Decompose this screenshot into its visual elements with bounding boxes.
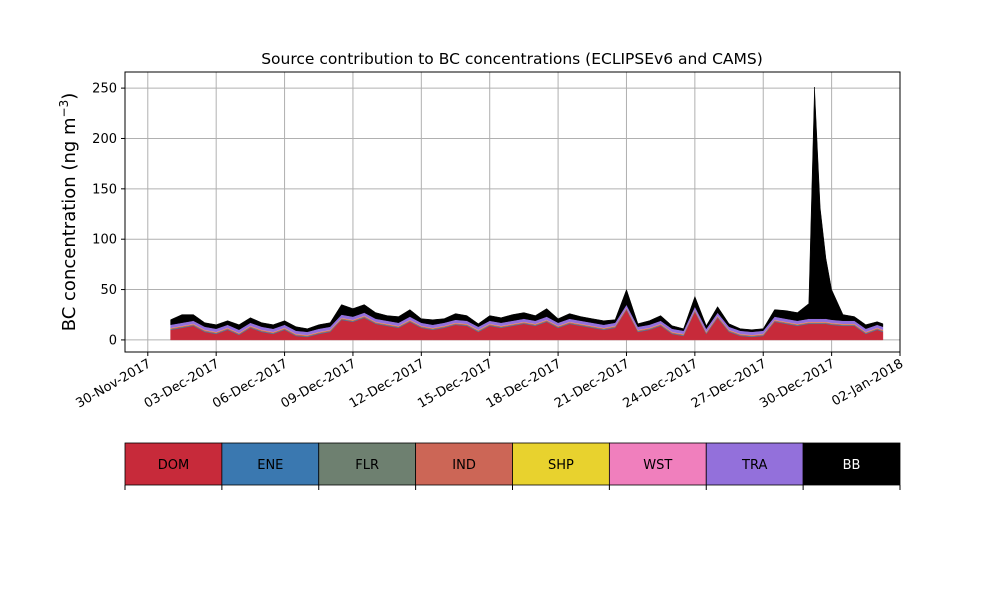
legend-label-wst: WST <box>643 458 672 473</box>
x-tick-label: 09-Dec-2017 <box>279 356 359 411</box>
legend-swatch-tra <box>705 442 804 486</box>
y-axis-ticks: 0 50 100 150 200 250 <box>92 82 125 348</box>
y-tick-label: 250 <box>92 82 117 97</box>
x-tick-label: 03-Dec-2017 <box>142 356 222 411</box>
x-tick-label: 24-Dec-2017 <box>620 356 700 411</box>
legend-swatch-flr <box>318 442 417 486</box>
legend-label-ene: ENE <box>257 458 283 473</box>
x-tick-label: 27-Dec-2017 <box>689 356 769 411</box>
y-tick-label: 100 <box>92 233 117 248</box>
chart-title: Source contribution to BC concentrations… <box>261 50 763 68</box>
y-tick-label: 200 <box>92 132 117 147</box>
y-axis-label-text: BC concentration (ng m <box>59 117 80 331</box>
x-tick-label: 30-Dec-2017 <box>757 356 837 411</box>
y-axis-label-close: ) <box>59 93 80 100</box>
y-axis-label: BC concentration (ng m−3) <box>57 93 80 332</box>
legend-swatch-wst <box>608 442 707 486</box>
plot-frame <box>124 71 901 353</box>
legend-swatch-bb <box>802 442 901 486</box>
legend: DOM ENE FLR IND SHP WST TRA BB <box>124 442 901 490</box>
legend-label-flr: FLR <box>355 458 379 473</box>
legend-label-bb: BB <box>843 458 861 473</box>
legend-label-ind: IND <box>452 458 476 473</box>
legend-label-tra: TRA <box>741 458 767 473</box>
stacked-areas <box>170 86 884 341</box>
x-tick-label: 30-Nov-2017 <box>74 356 154 411</box>
x-tick-label: 06-Dec-2017 <box>210 356 290 411</box>
x-tick-label: 02-Jan-2018 <box>829 356 906 409</box>
x-tick-label: 12-Dec-2017 <box>347 356 427 411</box>
legend-swatch-ind <box>415 442 513 486</box>
legend-swatch-dom <box>124 442 223 486</box>
y-tick-label: 0 <box>109 333 117 348</box>
x-tick-label: 18-Dec-2017 <box>484 356 564 411</box>
legend-label-shp: SHP <box>548 458 574 473</box>
y-tick-label: 50 <box>100 283 117 298</box>
legend-label-dom: DOM <box>158 458 189 473</box>
legend-swatch-shp <box>512 442 610 486</box>
legend-swatch-ene <box>221 442 320 486</box>
x-axis-ticks: 30-Nov-201703-Dec-201706-Dec-201709-Dec-… <box>74 352 906 412</box>
y-tick-label: 150 <box>92 182 117 197</box>
area-bb <box>170 86 884 333</box>
grid <box>125 72 901 352</box>
x-tick-label: 15-Dec-2017 <box>415 356 495 411</box>
x-tick-label: 21-Dec-2017 <box>552 356 632 411</box>
y-axis-label-superscript: −3 <box>57 100 71 118</box>
